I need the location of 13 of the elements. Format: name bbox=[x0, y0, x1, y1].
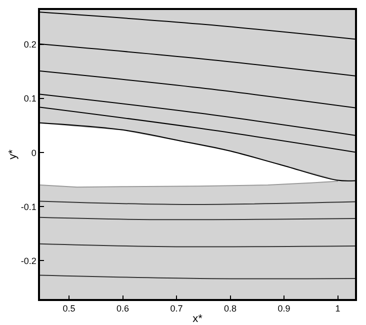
y-tick-label: -0.1 bbox=[20, 202, 36, 212]
x-tick-label: 0.8 bbox=[224, 304, 237, 314]
x-axis-title: x* bbox=[192, 313, 204, 325]
y-tick-label: -0.2 bbox=[20, 256, 36, 266]
y-axis-title: y* bbox=[7, 148, 20, 160]
x-tick-label: 0.7 bbox=[170, 304, 183, 314]
x-tick-label: 0.9 bbox=[278, 304, 290, 314]
y-tick-label: 0.1 bbox=[24, 94, 36, 104]
y-tick-label: 0.2 bbox=[24, 40, 36, 50]
y-tick-label: 0 bbox=[31, 148, 36, 158]
x-tick-label: 0.6 bbox=[116, 304, 130, 314]
x-tick-label: 0.5 bbox=[62, 304, 76, 314]
x-tick-label: 1 bbox=[335, 304, 340, 314]
